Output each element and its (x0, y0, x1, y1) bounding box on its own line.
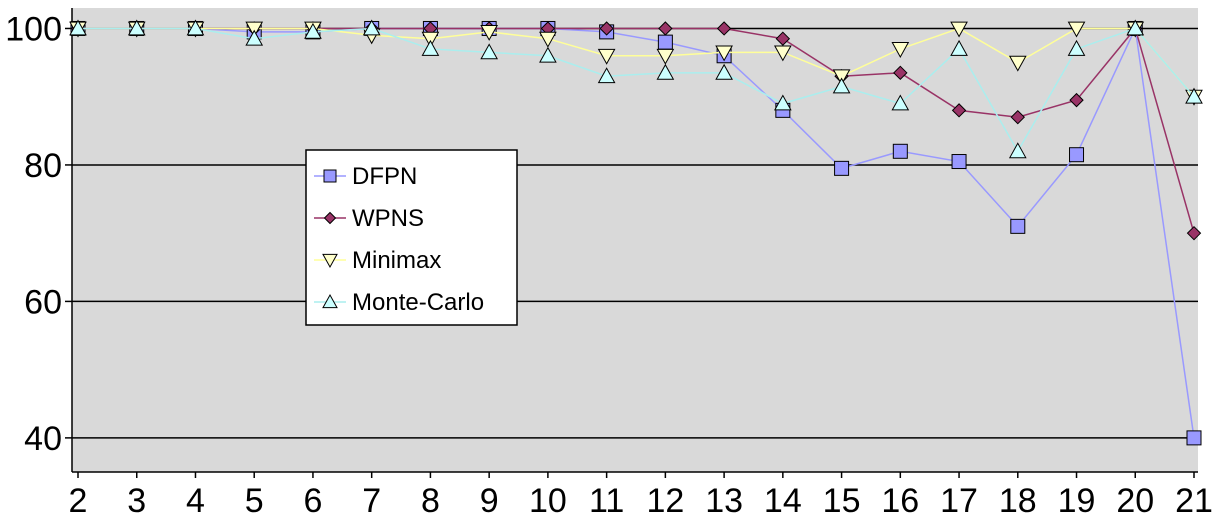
legend-label-dfpn: DFPN (352, 163, 417, 190)
point-minimax-x10 (539, 31, 557, 48)
series-line-monte-carlo (78, 27, 1195, 153)
point-wpns-x12 (658, 21, 673, 36)
x-tick-label-19: 19 (1058, 482, 1096, 520)
point-monte-carlo-x10 (539, 46, 557, 63)
point-monte-carlo-x14 (773, 94, 792, 111)
point-monte-carlo-x2 (69, 19, 87, 36)
legend-item-monte-carlo: Monte-Carlo (314, 289, 484, 316)
x-tick-label-21: 21 (1175, 482, 1212, 520)
point-minimax-x16 (891, 42, 910, 58)
legend-label-minimax: Minimax (352, 247, 441, 274)
point-monte-carlo-x9 (480, 43, 499, 60)
x-tick-label-16: 16 (881, 482, 919, 520)
x-tick-label-6: 6 (303, 482, 322, 520)
point-minimax-x5 (245, 21, 264, 38)
x-tick-label-9: 9 (480, 482, 499, 520)
legend-marker-monte-carlo (322, 293, 338, 309)
point-wpns-x21 (1186, 225, 1202, 241)
point-minimax-x13 (715, 45, 733, 62)
point-monte-carlo-x8 (421, 39, 440, 56)
x-tick-label-17: 17 (940, 482, 978, 520)
point-dfpn-x16 (892, 143, 908, 159)
point-minimax-x9 (480, 24, 499, 41)
point-dfpn-x12 (657, 34, 673, 50)
x-tick-label-18: 18 (999, 482, 1037, 520)
point-monte-carlo-x13 (715, 63, 733, 80)
legend-item-wpns: WPNS (314, 205, 424, 232)
point-monte-carlo-x16 (891, 94, 910, 111)
x-tick-label-14: 14 (764, 482, 802, 520)
point-monte-carlo-x6 (304, 22, 322, 39)
point-monte-carlo-x3 (127, 19, 146, 36)
y-tick-label-60: 60 (24, 283, 62, 321)
point-dfpn-x19 (1069, 147, 1085, 163)
point-monte-carlo-x20 (1126, 19, 1145, 36)
point-minimax-x15 (832, 69, 851, 86)
x-tick-label-13: 13 (705, 482, 743, 520)
legend-item-dfpn: DFPN (314, 163, 417, 190)
point-monte-carlo-x15 (832, 77, 851, 94)
point-minimax-x17 (950, 21, 968, 38)
x-tick-label-2: 2 (69, 482, 88, 520)
x-tick-label-7: 7 (362, 482, 381, 520)
y-tick-label-40: 40 (24, 420, 62, 458)
point-dfpn-x17 (951, 154, 967, 170)
point-wpns-x19 (1069, 92, 1084, 108)
x-tick-label-11: 11 (589, 482, 624, 520)
y-tick-label-80: 80 (24, 147, 62, 185)
legend-marker-dfpn (323, 169, 337, 183)
point-wpns-x18 (1010, 109, 1025, 125)
series-minimax (69, 21, 1203, 106)
point-monte-carlo-x4 (186, 19, 205, 36)
series-line-minimax (78, 27, 1195, 98)
series-layer (69, 19, 1203, 446)
point-wpns-x13 (716, 21, 732, 36)
point-monte-carlo-x18 (1008, 142, 1027, 159)
point-monte-carlo-x12 (656, 63, 675, 80)
point-monte-carlo-x11 (597, 67, 616, 84)
point-minimax-x8 (421, 31, 440, 48)
y-tick-label-100: 100 (5, 10, 62, 48)
x-tick-label-4: 4 (186, 482, 205, 520)
plot-area (72, 8, 1198, 472)
legend-box (305, 149, 518, 326)
point-minimax-x14 (773, 45, 792, 62)
legend-label-wpns: WPNS (352, 205, 424, 232)
point-dfpn-x21 (1186, 430, 1202, 446)
x-tick-label-15: 15 (823, 482, 861, 520)
point-wpns-x11 (599, 21, 614, 36)
point-wpns-x14 (775, 31, 791, 46)
point-wpns-x17 (951, 103, 967, 118)
point-minimax-x18 (1008, 55, 1027, 72)
x-tick-label-5: 5 (245, 482, 264, 520)
series-monte-carlo (69, 19, 1203, 159)
point-wpns-x16 (893, 65, 908, 81)
point-monte-carlo-x7 (362, 19, 381, 36)
point-dfpn-x18 (1010, 218, 1026, 234)
x-tick-label-3: 3 (127, 482, 146, 520)
point-minimax-x12 (656, 48, 675, 65)
point-monte-carlo-x19 (1067, 39, 1086, 56)
x-tick-label-20: 20 (1116, 482, 1154, 520)
point-monte-carlo-x5 (245, 29, 264, 46)
legend-marker-minimax (322, 253, 338, 269)
point-monte-carlo-x17 (950, 39, 968, 56)
point-minimax-x19 (1067, 21, 1086, 38)
legend-marker-wpns (323, 211, 337, 225)
series-line-dfpn (78, 25, 1195, 438)
x-tick-label-10: 10 (529, 482, 567, 520)
legend: DFPN WPNS Minimax Monte-Carlo (305, 149, 518, 326)
legend-item-minimax: Minimax (314, 247, 441, 274)
point-dfpn-x15 (834, 160, 850, 176)
axes: 40 60 80 100 2 3 4 5 6 7 8 9 10 11 12 13 14 15 16 17 18 19 20 2… (5, 8, 1212, 520)
x-tick-label-12: 12 (646, 482, 684, 520)
legend-label-monte-carlo: Monte-Carlo (352, 289, 484, 316)
point-monte-carlo-x21 (1185, 87, 1203, 104)
x-tick-label-8: 8 (421, 482, 440, 520)
point-minimax-x11 (597, 48, 616, 65)
